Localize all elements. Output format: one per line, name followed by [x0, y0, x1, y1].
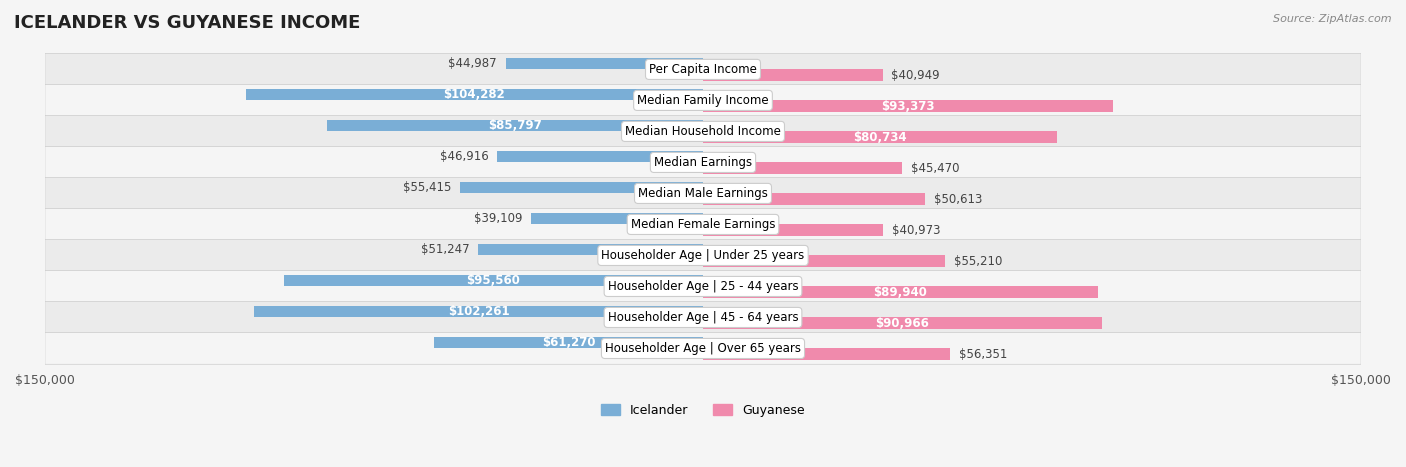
Text: $85,797: $85,797	[488, 119, 541, 132]
Text: $93,373: $93,373	[882, 100, 935, 113]
Text: $46,916: $46,916	[440, 150, 488, 163]
Text: $89,940: $89,940	[873, 286, 927, 299]
Text: $80,734: $80,734	[853, 131, 907, 144]
Bar	[703, 318, 1102, 329]
Text: $55,415: $55,415	[402, 181, 451, 194]
FancyBboxPatch shape	[45, 147, 1361, 178]
Bar	[703, 131, 1057, 143]
Text: Median Male Earnings: Median Male Earnings	[638, 187, 768, 200]
Bar	[531, 212, 703, 225]
Bar	[254, 306, 703, 318]
FancyBboxPatch shape	[45, 271, 1361, 302]
Bar	[703, 255, 945, 267]
Text: ICELANDER VS GUYANESE INCOME: ICELANDER VS GUYANESE INCOME	[14, 14, 360, 32]
Bar	[460, 182, 703, 193]
Text: Median Household Income: Median Household Income	[626, 125, 780, 138]
FancyBboxPatch shape	[45, 333, 1361, 364]
Text: Householder Age | Over 65 years: Householder Age | Over 65 years	[605, 342, 801, 355]
Bar	[434, 337, 703, 348]
Text: $40,973: $40,973	[891, 224, 941, 237]
Bar	[703, 348, 950, 360]
Text: $39,109: $39,109	[474, 212, 523, 225]
Text: $102,261: $102,261	[449, 305, 509, 318]
Text: $50,613: $50,613	[934, 193, 983, 206]
Bar	[703, 286, 1098, 298]
Text: Householder Age | 25 - 44 years: Householder Age | 25 - 44 years	[607, 280, 799, 293]
Text: $51,247: $51,247	[420, 243, 470, 256]
Bar	[478, 244, 703, 255]
Bar	[703, 100, 1112, 112]
Text: Per Capita Income: Per Capita Income	[650, 63, 756, 76]
Text: $61,270: $61,270	[541, 336, 595, 349]
FancyBboxPatch shape	[45, 116, 1361, 147]
Text: $90,966: $90,966	[876, 317, 929, 330]
Text: Householder Age | 45 - 64 years: Householder Age | 45 - 64 years	[607, 311, 799, 324]
FancyBboxPatch shape	[45, 54, 1361, 85]
Bar	[703, 225, 883, 236]
FancyBboxPatch shape	[45, 85, 1361, 116]
FancyBboxPatch shape	[45, 240, 1361, 271]
Text: Median Earnings: Median Earnings	[654, 156, 752, 169]
Bar	[246, 89, 703, 100]
Bar	[703, 193, 925, 205]
Text: Median Female Earnings: Median Female Earnings	[631, 218, 775, 231]
Text: $45,470: $45,470	[911, 162, 960, 175]
FancyBboxPatch shape	[45, 177, 1361, 209]
Text: $95,560: $95,560	[467, 274, 520, 287]
Text: Source: ZipAtlas.com: Source: ZipAtlas.com	[1274, 14, 1392, 24]
Bar	[506, 57, 703, 70]
Legend: Icelander, Guyanese: Icelander, Guyanese	[596, 399, 810, 422]
Bar	[498, 151, 703, 163]
Text: $40,949: $40,949	[891, 69, 941, 82]
Text: $44,987: $44,987	[449, 57, 496, 70]
FancyBboxPatch shape	[45, 209, 1361, 240]
FancyBboxPatch shape	[45, 302, 1361, 333]
Bar	[326, 120, 703, 131]
Text: $104,282: $104,282	[443, 88, 505, 101]
Bar	[703, 163, 903, 174]
Text: Median Family Income: Median Family Income	[637, 94, 769, 107]
Bar	[284, 275, 703, 286]
Text: $55,210: $55,210	[955, 255, 1002, 268]
Text: Householder Age | Under 25 years: Householder Age | Under 25 years	[602, 249, 804, 262]
Text: $56,351: $56,351	[959, 348, 1007, 361]
Bar	[703, 70, 883, 81]
